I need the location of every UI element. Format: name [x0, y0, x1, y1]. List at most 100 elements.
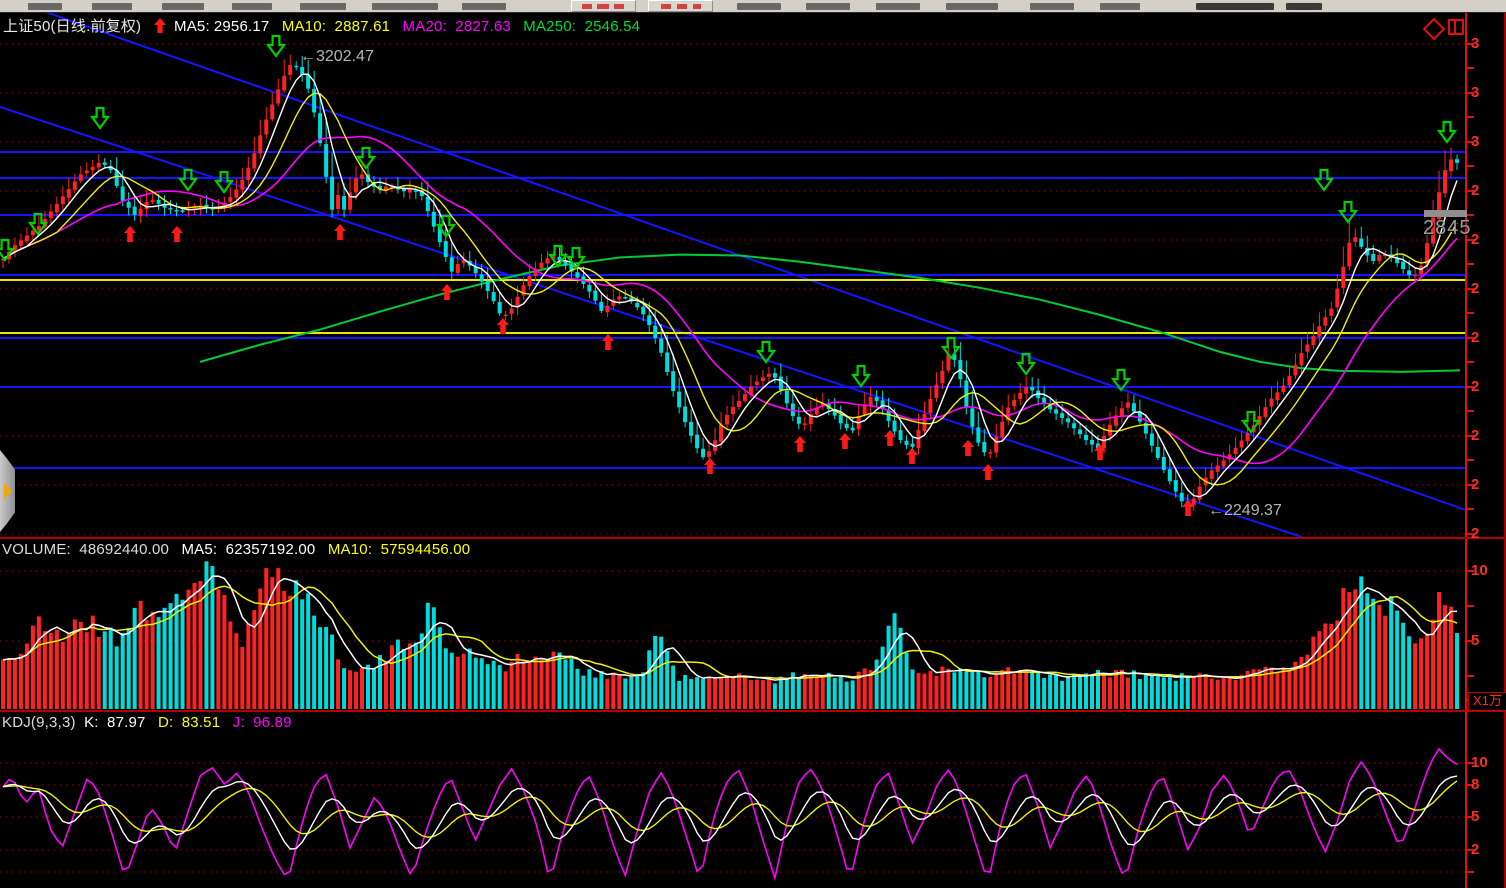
ma250-readout: MA250: 2546.54	[523, 18, 641, 35]
menu-item-cutoff[interactable]	[372, 3, 438, 10]
volume-bars-layer	[1, 561, 1460, 709]
sell-signal-arrow	[565, 246, 587, 270]
buy-signal-arrow	[441, 284, 453, 300]
volume-ma10-readout: MA10: 57594456.00	[327, 541, 471, 558]
sell-signal-arrow	[1436, 120, 1458, 144]
buy-signal-arrow	[962, 440, 974, 456]
menu-item-cutoff[interactable]	[737, 3, 781, 10]
kdj-j-readout: J: 96.89	[232, 714, 292, 731]
buy-signal-arrow	[906, 448, 918, 464]
buy-signal-arrow	[171, 226, 183, 242]
pane-divider-main-volume[interactable]	[0, 537, 1506, 539]
menu-bar-edge	[0, 12, 1506, 13]
sell-signal-arrow	[940, 336, 962, 360]
main-chart-header: 上证50(日线.前复权) MA5: 2956.17 MA10: 2887.61 M…	[3, 15, 648, 37]
y-axis-tick-label: 5	[1471, 632, 1480, 649]
window-right-border	[1504, 13, 1506, 888]
menu-item-cutoff[interactable]	[1100, 3, 1140, 10]
menu-item-cutoff[interactable]	[162, 3, 204, 10]
menu-item-cutoff[interactable]	[1196, 3, 1274, 10]
kdj-d-line	[2, 780, 1458, 838]
y-axis-tick-label: 2	[1471, 378, 1480, 395]
kdj-k-readout: K: 87.97	[84, 714, 146, 731]
y-axis-tick-label: 3	[1471, 35, 1480, 52]
kdj-label: KDJ(9,3,3)	[2, 714, 76, 731]
y-axis-tick-label: 2	[1471, 231, 1480, 248]
sell-signal-arrow	[435, 214, 457, 238]
volume-ma5-line	[2, 575, 1458, 681]
volume-pane	[0, 561, 1466, 709]
y-axis-tick-label: 2	[1471, 476, 1480, 493]
menu-item-cutoff[interactable]	[806, 3, 850, 10]
y-axis-tick-label: 2	[1471, 182, 1480, 199]
y-axis-tick-label: 2	[1471, 841, 1480, 858]
buy-signal-arrow	[704, 458, 716, 474]
menu-item-cutoff[interactable]	[876, 3, 920, 10]
last-price-marker	[1424, 210, 1467, 217]
buy-signal-arrow	[1182, 500, 1194, 516]
sell-signal-arrow	[850, 364, 872, 388]
buy-signal-arrow	[982, 464, 994, 480]
menu-item-cutoff[interactable]	[1030, 3, 1074, 10]
menu-item-cutoff[interactable]	[300, 3, 346, 10]
menu-item-cutoff[interactable]	[1286, 3, 1322, 10]
ma5-readout: MA5: 2956.17	[174, 18, 270, 35]
sell-signal-arrow	[1337, 200, 1359, 224]
main-price-pane	[0, 13, 1466, 537]
buy-signal-arrow	[334, 224, 346, 240]
y-axis-tick-label: 2	[1471, 280, 1480, 297]
y-axis-tick-label: 10	[1471, 562, 1488, 579]
kdj-pane	[0, 747, 1466, 882]
ma5-line	[2, 73, 1458, 498]
sell-signal-arrow	[0, 238, 16, 262]
pane-divider-volume-kdj[interactable]	[0, 710, 1506, 712]
sell-signal-arrow	[27, 212, 49, 236]
toolbar-button-red-2[interactable]	[648, 0, 713, 12]
sell-signal-arrow	[547, 244, 569, 268]
volume-readout: VOLUME: 48692440.00	[2, 541, 170, 558]
toolbar-button-red-1[interactable]	[571, 0, 636, 12]
buy-signal-arrow	[884, 430, 896, 446]
y-axis-tick-label: 3	[1471, 133, 1480, 150]
diamond-icon[interactable]	[1422, 17, 1446, 41]
menu-item-cutoff[interactable]	[232, 3, 272, 10]
ma20-line	[2, 135, 1458, 465]
buy-signal-arrow	[497, 318, 509, 334]
instrument-title: 上证50(日线.前复权)	[3, 18, 142, 35]
pane-corner-controls	[1422, 17, 1464, 41]
trend-up-arrow-icon	[153, 18, 166, 37]
menu-item-cutoff[interactable]	[462, 3, 506, 10]
y-axis-tick-label: 3	[1471, 84, 1480, 101]
split-window-icon[interactable]	[1448, 19, 1464, 35]
volume-ma5-readout: MA5: 62357192.00	[181, 541, 316, 558]
volume-unit-multiplier: X1万	[1468, 692, 1506, 711]
menu-item-cutoff[interactable]	[92, 3, 132, 10]
sell-signal-arrow	[1015, 352, 1037, 376]
sell-signal-arrow	[89, 106, 111, 130]
y-axis-tick-label: 2	[1471, 329, 1480, 346]
volume-ma10-line	[2, 585, 1458, 680]
kdj-d-readout: D: 83.51	[157, 714, 221, 731]
signal-arrows	[0, 34, 1458, 516]
y-axis-tick-label: 2	[1471, 427, 1480, 444]
sell-signal-arrow	[1313, 168, 1335, 192]
sidebar-expand-tab[interactable]	[0, 450, 15, 532]
sell-signal-arrow	[755, 340, 777, 364]
buy-signal-arrow	[1094, 444, 1106, 460]
ma10-readout: MA10: 2887.61	[281, 18, 391, 35]
buy-signal-arrow	[839, 433, 851, 449]
menu-item-cutoff[interactable]	[946, 3, 998, 10]
last-price-label: 2845	[1423, 217, 1472, 239]
kdj-k-line	[2, 775, 1458, 850]
buy-signal-arrow	[124, 226, 136, 242]
buy-signal-arrow	[794, 436, 806, 452]
sell-signal-arrow	[265, 34, 287, 58]
y-axis-tick-label: 5	[1471, 808, 1480, 825]
kdj-header: KDJ(9,3,3) K: 87.97 D: 83.51 J: 96.89	[2, 714, 300, 731]
sell-signal-arrow	[1240, 410, 1262, 434]
trough-price-label: ←2249.37	[1208, 502, 1282, 519]
sell-signal-arrow	[1110, 368, 1132, 392]
menu-item-cutoff[interactable]	[28, 3, 62, 10]
